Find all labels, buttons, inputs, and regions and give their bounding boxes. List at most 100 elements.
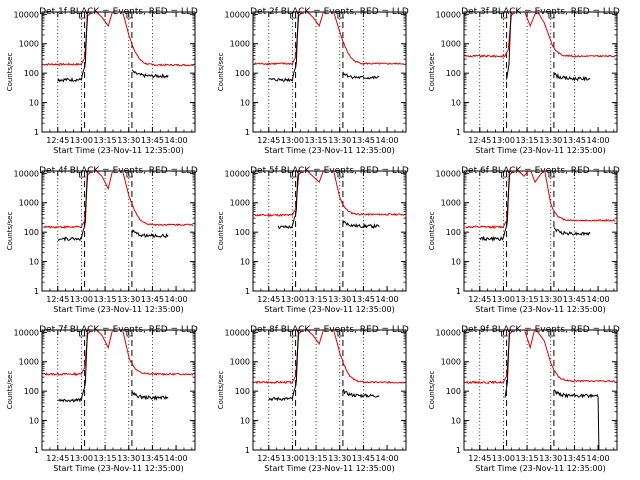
x-tick-label: 13:30 (328, 454, 351, 463)
x-tick-label: 13:00 (281, 136, 304, 145)
x-tick-label: 13:45 (563, 454, 586, 463)
x-tick-label: 13:15 (305, 454, 328, 463)
state-marker (548, 172, 555, 178)
x-axis-label: Start Time (23-Nov-11 12:35:00) (53, 464, 183, 473)
x-tick-label: 13:30 (328, 136, 351, 145)
y-tick-label: 1000 (19, 199, 39, 208)
y-tick-label: 1 (245, 128, 250, 137)
x-tick-label: 13:00 (70, 136, 93, 145)
series-events-line-pre (277, 171, 299, 230)
y-tick-label: 1 (34, 287, 39, 296)
x-tick-label: 14:00 (376, 454, 399, 463)
panel-title: Det 8f BLACK = Events, RED = LLD (250, 325, 409, 335)
plot-frame (463, 329, 618, 451)
y-tick-label: 100 (446, 387, 461, 396)
series-lld-line (43, 171, 194, 229)
series-events-line-pre (57, 330, 88, 403)
x-tick-label: 13:00 (70, 454, 93, 463)
y-tick-label: 1 (245, 287, 250, 296)
state-marker (548, 331, 555, 337)
x-axis-label: Start Time (23-Nov-11 12:35:00) (264, 305, 394, 314)
x-tick-label: 13:45 (563, 295, 586, 304)
y-axis-label: Counts/sec (217, 53, 225, 92)
y-tick-label: 100 (446, 69, 461, 78)
x-tick-label: 13:15 (94, 454, 117, 463)
y-tick-label: 10000 (436, 328, 461, 337)
y-axis-label: Counts/sec (6, 53, 14, 92)
panel-7: Det 7f BLACK = Events, RED = LLD 1 10 100 10… (6, 325, 198, 473)
series-lld-line (254, 12, 405, 66)
x-tick-label: 13:15 (94, 295, 117, 304)
y-tick-label: 100 (24, 69, 39, 78)
y-tick-label: 10 (29, 417, 39, 426)
y-tick-label: 10000 (225, 169, 250, 178)
state-marker (337, 172, 344, 178)
state-marker (79, 331, 86, 337)
x-tick-label: 13:45 (352, 295, 375, 304)
y-tick-label: 10 (451, 417, 461, 426)
y-axis-label: Counts/sec (217, 212, 225, 251)
y-tick-label: 1 (245, 446, 250, 455)
plot-frame (463, 11, 618, 133)
y-tick-label: 1000 (441, 199, 461, 208)
x-tick-label: 13:15 (516, 295, 539, 304)
y-tick-label: 1 (456, 128, 461, 137)
x-tick-label: 13:45 (141, 136, 164, 145)
y-axis-label: Counts/sec (217, 371, 225, 410)
state-marker (79, 13, 86, 19)
state-marker (290, 13, 297, 19)
state-marker (290, 172, 297, 178)
x-tick-label: 13:00 (492, 136, 515, 145)
plot-frame (252, 329, 407, 451)
x-tick-label: 12:45 (257, 295, 280, 304)
series-lld-line (465, 330, 616, 385)
x-tick-label: 12:45 (468, 295, 491, 304)
plot-frame (252, 170, 407, 292)
series-events-line-post (131, 69, 169, 79)
y-tick-label: 1000 (19, 358, 39, 367)
x-axis-label: Start Time (23-Nov-11 12:35:00) (53, 146, 183, 155)
state-marker (126, 331, 133, 337)
panel-title: Det 5f BLACK = Events, RED = LLD (250, 166, 409, 176)
panel-4: Det 4f BLACK = Events, RED = LLD 1 10 100 10… (6, 166, 198, 314)
y-tick-label: 1000 (230, 40, 250, 49)
series-lld-line (254, 171, 405, 217)
x-tick-label: 13:45 (141, 454, 164, 463)
series-events-line-post (342, 389, 380, 399)
y-tick-label: 100 (24, 228, 39, 237)
panel-title: Det 2f BLACK = Events, RED = LLD (250, 7, 409, 17)
y-tick-label: 1000 (19, 40, 39, 49)
series-lld-line (43, 330, 194, 377)
y-tick-label: 10000 (225, 10, 250, 19)
y-tick-label: 10 (29, 258, 39, 267)
x-tick-label: 13:15 (516, 454, 539, 463)
y-tick-label: 100 (235, 69, 250, 78)
y-axis-label: Counts/sec (6, 212, 14, 251)
x-tick-label: 13:30 (117, 295, 140, 304)
y-tick-label: 10 (240, 258, 250, 267)
y-tick-label: 10 (29, 99, 39, 108)
x-tick-label: 12:45 (257, 454, 280, 463)
x-tick-label: 13:30 (539, 295, 562, 304)
series-events-line-post (342, 220, 380, 229)
state-marker (337, 13, 344, 19)
series-events-line-post (342, 71, 380, 80)
x-tick-label: 14:00 (587, 454, 610, 463)
x-tick-label: 14:00 (376, 136, 399, 145)
x-tick-label: 12:45 (257, 136, 280, 145)
y-tick-label: 1000 (441, 40, 461, 49)
x-tick-label: 12:45 (46, 136, 69, 145)
y-tick-label: 1 (34, 446, 39, 455)
y-tick-label: 10000 (436, 10, 461, 19)
y-tick-label: 1 (34, 128, 39, 137)
series-events-line-post (553, 389, 600, 450)
x-axis-label: Start Time (23-Nov-11 12:35:00) (264, 146, 394, 155)
plot-frame (252, 11, 407, 133)
series-events-line-pre (57, 12, 88, 83)
panel-6: Det 6f BLACK = Events, RED = LLD 1 10 100 10… (428, 166, 620, 314)
state-marker (501, 13, 508, 19)
y-tick-label: 10 (240, 417, 250, 426)
panel-3: Det 3f BLACK = Events, RED = LLD 1 10 100 10… (428, 7, 620, 155)
panel-1: Det 1f BLACK = Events, RED = LLD 1 10 100 10… (6, 7, 198, 155)
series-events-line-pre (479, 171, 510, 242)
